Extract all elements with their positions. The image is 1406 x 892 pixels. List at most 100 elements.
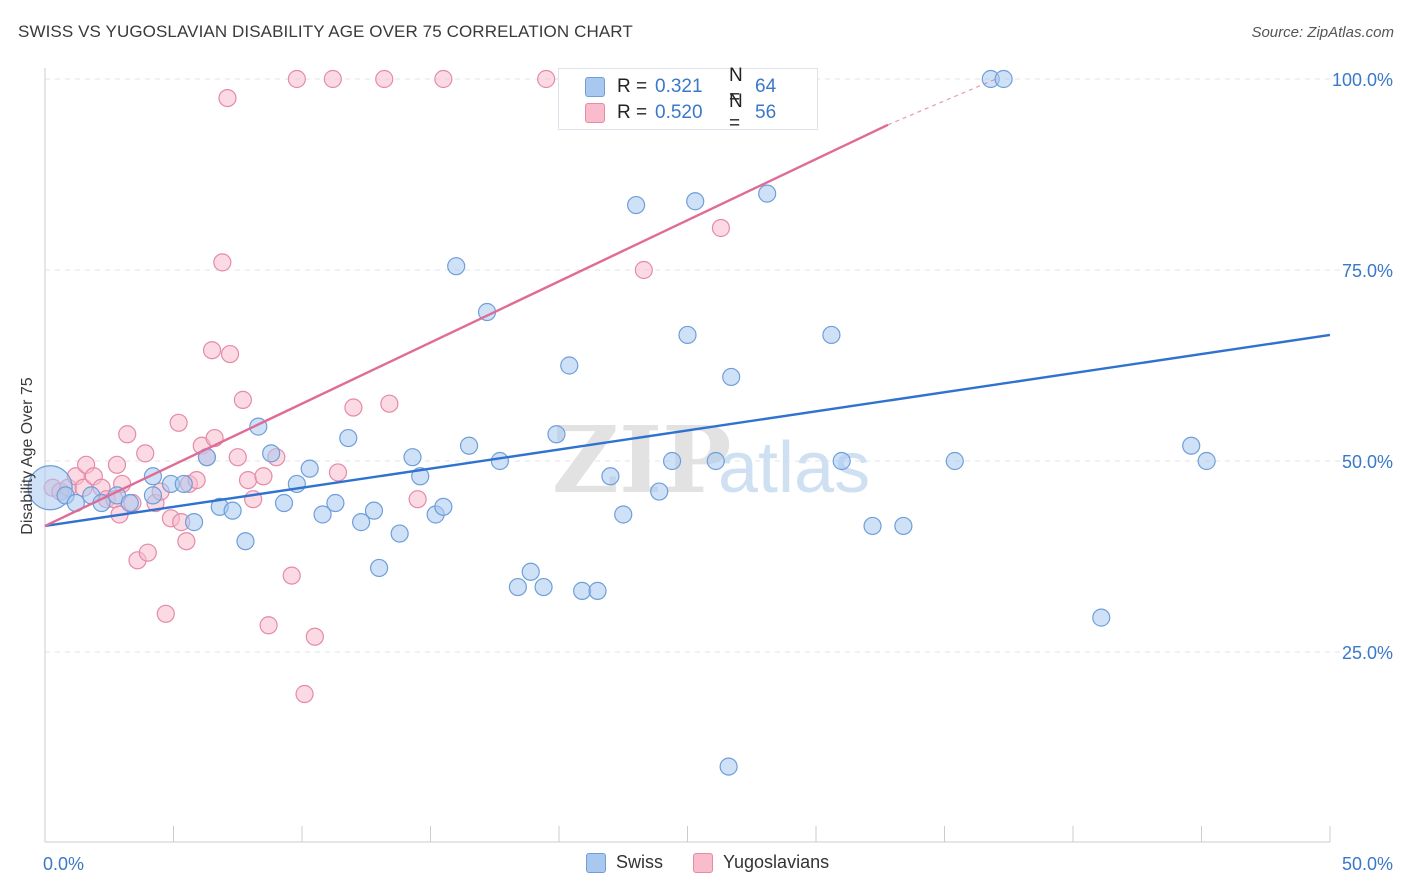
swiss-legend-swatch: [586, 852, 606, 873]
yugoslavians-point: [228, 448, 247, 467]
yugoslavians-point: [169, 413, 188, 432]
swiss-point: [459, 436, 479, 455]
yugoslavians-legend-swatch: [693, 852, 714, 873]
yugoslavians-point: [408, 490, 427, 509]
yugoslavians-point: [107, 455, 127, 474]
swiss-point: [601, 467, 620, 486]
swiss-point: [364, 501, 384, 520]
swiss-point: [390, 524, 409, 543]
swiss-point: [313, 505, 332, 524]
yugoslavians-point: [434, 69, 453, 89]
yugoslavians-point: [213, 253, 232, 272]
swiss-swatch: [585, 77, 605, 97]
yugoslavians-point: [118, 425, 137, 444]
y-tick-label: 75.0%: [1342, 261, 1393, 281]
swiss-point: [945, 451, 964, 471]
chart-title: SWISS VS YUGOSLAVIAN DISABILITY AGE OVER…: [18, 22, 633, 41]
swiss-point: [352, 513, 371, 532]
yugoslavians-point: [202, 341, 222, 360]
swiss-point: [626, 195, 646, 215]
legend-row-yugoslavians: R = 0.520 N = 56: [585, 91, 777, 134]
yugoslavians-point: [634, 260, 653, 280]
n-label: N =: [729, 91, 743, 134]
source-credit: Source: ZipAtlas.com: [1251, 24, 1394, 41]
trend-layer: [44, 78, 1331, 528]
swiss-point: [706, 451, 725, 471]
legend-item-yugoslavians: Yugoslavians: [693, 852, 829, 873]
yugoslavians-point: [254, 467, 273, 486]
swiss-point: [1197, 451, 1216, 471]
yugoslavians-point: [156, 604, 175, 623]
y-axis-label: Disability Age Over 75: [19, 377, 36, 535]
x-tick-label: 50.0%: [1342, 854, 1393, 874]
swiss-point: [262, 444, 281, 463]
yugoslavians-trend-line: [44, 123, 889, 528]
n-value-swiss: 64: [755, 76, 777, 97]
swiss-point: [822, 325, 841, 345]
swiss-point: [588, 581, 607, 600]
legend-item-swiss: Swiss: [586, 852, 663, 873]
swiss-point: [1092, 608, 1111, 627]
swiss-point: [339, 428, 358, 448]
swiss-point: [174, 474, 193, 494]
swiss-point: [719, 757, 738, 776]
swiss-point: [300, 459, 319, 478]
series-legend: Swiss Yugoslavians: [586, 852, 859, 873]
swiss-point: [223, 501, 242, 520]
r-value-swiss: 0.321: [655, 76, 703, 97]
yugoslavians-point: [305, 627, 324, 646]
yugoslavians-point: [138, 543, 157, 562]
swiss-point: [521, 562, 540, 581]
swiss-point: [686, 192, 705, 211]
yugoslavians-point: [238, 471, 258, 490]
swiss-points: [27, 69, 1216, 776]
legend-label-yugoslavians: Yugoslavians: [723, 852, 830, 872]
swiss-point: [832, 451, 851, 471]
yugoslavians-point: [323, 69, 342, 89]
swiss-trend-line: [44, 333, 1331, 528]
swiss-point: [508, 577, 527, 597]
swiss-point: [614, 505, 633, 524]
swiss-point: [490, 451, 509, 471]
yugoslavians-point: [711, 218, 731, 238]
swiss-point: [326, 493, 345, 513]
yugoslavians-point: [220, 344, 240, 364]
yugoslavians-point: [259, 616, 278, 635]
swiss-point: [994, 69, 1013, 89]
axis-layer: [44, 68, 1331, 843]
yugoslavians-swatch: [585, 103, 605, 123]
r-label: R =: [617, 76, 648, 97]
yugoslavians-point: [136, 444, 155, 463]
yugoslavians-point: [380, 394, 399, 413]
swiss-point: [758, 184, 777, 203]
correlation-legend: R = 0.321 N = 64 R = 0.520 N = 56: [558, 65, 818, 134]
swiss-point: [370, 558, 389, 578]
swiss-point: [236, 532, 255, 551]
swiss-point: [274, 493, 294, 513]
swiss-point: [560, 356, 579, 375]
swiss-point: [894, 516, 913, 536]
swiss-point: [411, 467, 430, 486]
legend-label-swiss: Swiss: [616, 852, 664, 872]
swiss-point: [547, 425, 566, 444]
yugoslavians-point: [282, 566, 301, 585]
n-value-yugoslavians: 56: [755, 102, 777, 123]
r-value-yugoslavians: 0.520: [655, 102, 703, 123]
y-tick-label: 25.0%: [1342, 643, 1393, 663]
yugoslavians-point: [344, 398, 363, 417]
tick-label-layer: 25.0% 50.0% 75.0% 100.0% 0.0% 50.0%: [43, 70, 1393, 874]
swiss-point: [434, 497, 453, 516]
swiss-point: [722, 367, 741, 387]
y-tick-label: 100.0%: [1332, 70, 1393, 90]
swiss-point: [650, 482, 669, 501]
yugoslavians-point: [177, 532, 196, 551]
swiss-point: [662, 451, 682, 471]
swiss-point: [120, 493, 139, 513]
yugoslavians-point: [287, 69, 306, 89]
swiss-point: [184, 513, 204, 532]
swiss-point: [1182, 436, 1201, 455]
yugoslavians-trend-extension: [887, 78, 997, 126]
watermark-zip: ZIP: [552, 406, 731, 514]
swiss-point: [863, 516, 882, 536]
